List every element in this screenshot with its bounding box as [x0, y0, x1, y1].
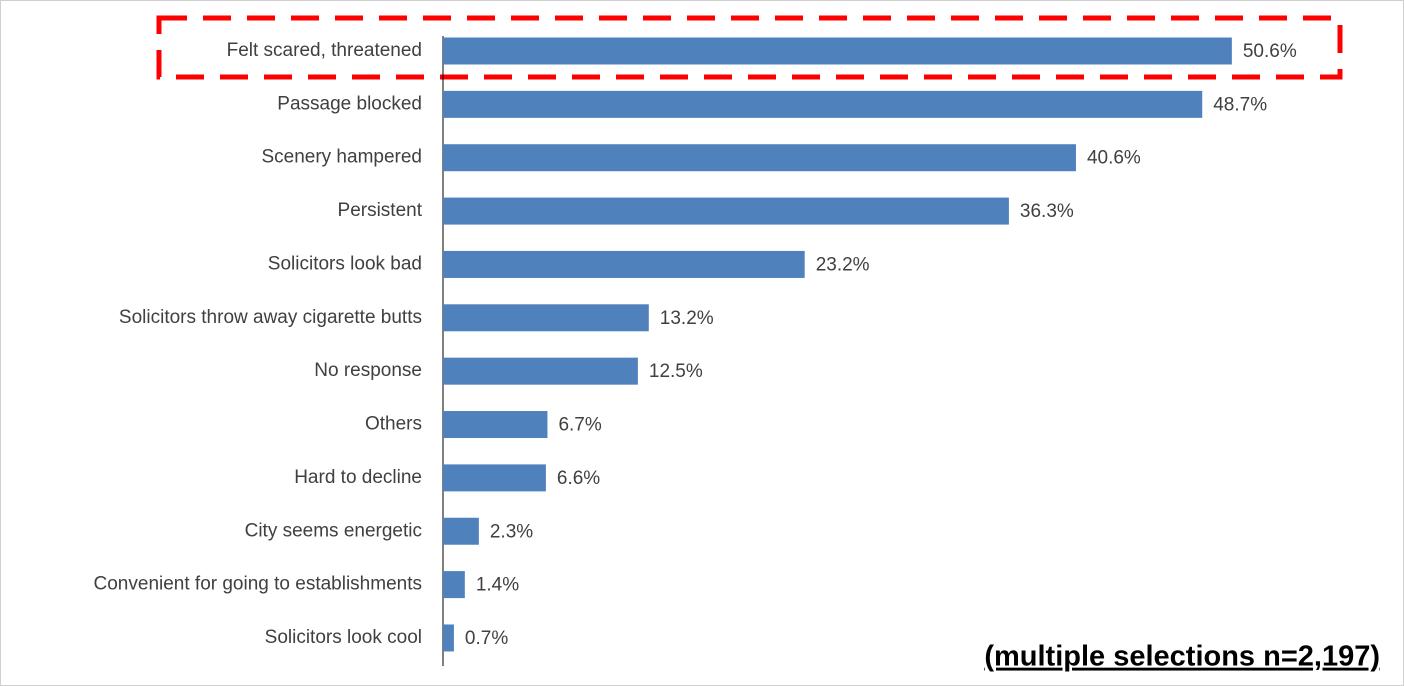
data-label: 2.3% — [490, 521, 533, 542]
data-label: 1.4% — [476, 575, 519, 596]
data-label: 40.6% — [1087, 148, 1141, 169]
category-label: Solicitors look cool — [265, 627, 422, 648]
category-label: Solicitors look bad — [268, 253, 422, 274]
category-label: City seems energetic — [245, 520, 422, 541]
category-label: No response — [314, 360, 422, 381]
bar — [443, 197, 1009, 225]
category-label: Solicitors throw away cigarette butts — [119, 307, 422, 328]
data-label: 36.3% — [1020, 201, 1074, 222]
category-label: Convenient for going to establishments — [94, 574, 422, 595]
data-label: 6.7% — [558, 415, 601, 436]
data-label: 23.2% — [816, 254, 870, 275]
category-label: Hard to decline — [294, 467, 422, 488]
bar — [443, 250, 805, 278]
data-label: 0.7% — [465, 628, 508, 649]
category-label: Passage blocked — [277, 93, 422, 114]
bar — [443, 464, 546, 492]
bar — [443, 144, 1076, 172]
category-label: Felt scared, threatened — [227, 40, 422, 61]
bar — [443, 571, 465, 599]
data-label: 12.5% — [649, 361, 703, 382]
data-label: 48.7% — [1213, 94, 1267, 115]
bar — [443, 411, 548, 439]
data-label: 50.6% — [1243, 41, 1297, 62]
bar — [443, 624, 454, 652]
bar — [443, 357, 638, 385]
data-label: 6.6% — [557, 468, 600, 489]
data-label: 13.2% — [660, 308, 714, 329]
bar — [443, 90, 1203, 118]
annotation: (multiple selections n=2,197) — [984, 641, 1380, 673]
category-label: Others — [365, 414, 422, 435]
bar — [443, 37, 1232, 65]
highlight-box — [156, 15, 1343, 80]
bar — [443, 304, 649, 332]
category-label: Persistent — [338, 200, 423, 221]
category-label: Scenery hampered — [261, 147, 422, 168]
bar — [443, 517, 479, 545]
